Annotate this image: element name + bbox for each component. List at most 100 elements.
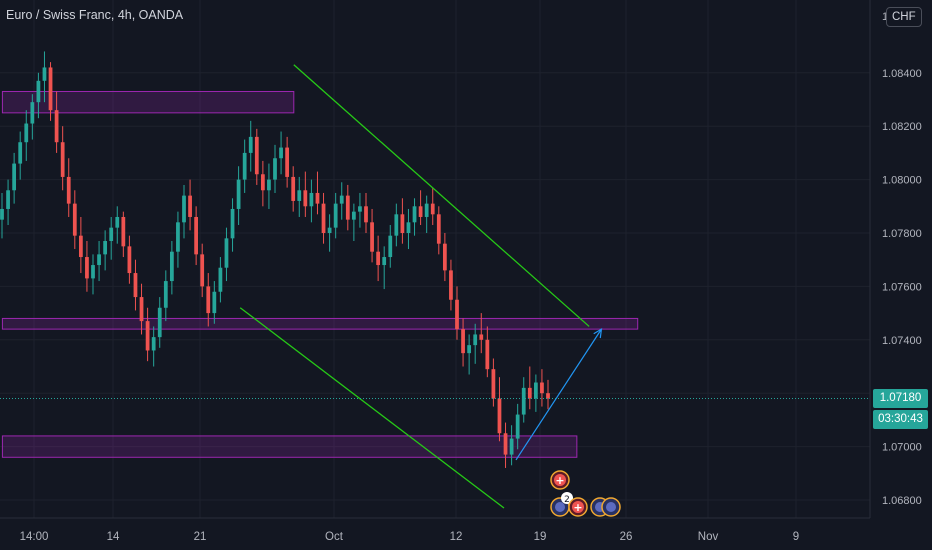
candle-body	[491, 369, 496, 399]
candle-body	[139, 297, 144, 322]
news-event-icon[interactable]: +	[568, 497, 588, 517]
candle-body	[145, 321, 150, 351]
candle-body	[60, 142, 65, 177]
candle-body	[18, 142, 23, 164]
time-tick-label: 19	[534, 531, 547, 543]
candle-body	[194, 216, 199, 255]
candle-body	[333, 203, 338, 228]
candle-body	[400, 214, 405, 233]
currency-badge[interactable]: CHF	[886, 7, 922, 27]
time-tick-label: 9	[793, 531, 799, 543]
candle-body	[455, 299, 459, 330]
candle-body	[430, 203, 435, 215]
candle-body	[78, 235, 83, 258]
candle-body	[273, 158, 277, 180]
candle-body	[327, 227, 332, 233]
candle-body	[24, 123, 29, 143]
candle-body	[521, 387, 526, 415]
candle-body	[461, 329, 465, 354]
candle-body	[206, 286, 211, 314]
candle-body	[412, 206, 417, 223]
candle-body	[6, 190, 10, 209]
price-axis-panel[interactable]	[870, 0, 932, 518]
event-markers[interactable]: + 2 +	[550, 470, 621, 517]
candle-body	[12, 163, 17, 191]
candle-body	[351, 211, 356, 220]
time-axis-panel[interactable]	[0, 518, 932, 550]
candle-body	[188, 195, 192, 217]
time-tick-label: Nov	[698, 531, 719, 543]
news-event-icon[interactable]: +	[550, 470, 570, 490]
time-tick-label: 26	[620, 531, 633, 543]
price-tick-label: 1.08400	[882, 68, 922, 80]
price-tick-label: 1	[882, 11, 888, 23]
candle-body	[169, 251, 174, 282]
candle-body	[224, 238, 229, 268]
candle-body	[279, 147, 283, 159]
price-tick-label: 1.06800	[882, 495, 922, 507]
candle-body	[370, 222, 374, 252]
candle-body	[449, 270, 453, 300]
candle-body	[260, 174, 265, 191]
candle-body	[546, 393, 550, 399]
svg-text:2: 2	[564, 495, 570, 505]
candle-body	[212, 291, 217, 314]
time-tick-label: Oct	[325, 531, 344, 543]
time-tick-label: 14	[107, 531, 120, 543]
candle-body	[406, 222, 411, 233]
candle-body	[97, 254, 101, 266]
channel-trendline	[239, 307, 505, 509]
symbol-title[interactable]: Euro / Swiss Franc, 4h, OANDA	[6, 8, 184, 22]
svg-text:+: +	[555, 474, 564, 487]
projection-arrow-line	[515, 328, 602, 461]
price-tick-label: 1.07600	[882, 281, 922, 293]
last-price-label: 1.07180	[873, 388, 928, 408]
candle-body	[163, 281, 168, 308]
event-count-badge[interactable]: 2	[561, 492, 573, 505]
price-zone	[1, 90, 295, 114]
candle-body	[103, 241, 108, 255]
time-tick-label: 21	[194, 531, 207, 543]
candle-body	[394, 214, 399, 236]
candle-body	[303, 190, 308, 207]
projection-arrow-head	[593, 327, 603, 339]
candle-body	[309, 192, 314, 207]
candle-body	[182, 195, 186, 223]
price-zone	[1, 317, 639, 330]
candle-body	[218, 267, 223, 292]
svg-text:+: +	[573, 501, 582, 514]
candle-body	[479, 334, 484, 340]
candle-body	[254, 136, 259, 175]
candle-body	[540, 382, 544, 394]
candle-body	[503, 433, 508, 455]
candle-body	[297, 190, 302, 201]
candle-body	[267, 179, 271, 191]
candle-body	[345, 195, 350, 220]
candle-body	[527, 387, 532, 399]
candle-body	[467, 345, 472, 354]
candle-body	[358, 206, 362, 212]
candle-body	[36, 80, 41, 103]
price-tick-label: 1.07400	[882, 335, 922, 347]
candle-body	[54, 110, 59, 143]
candle-body	[230, 208, 235, 239]
candle-body	[388, 235, 393, 258]
supply-demand-zones	[1, 90, 639, 458]
candle-body	[509, 438, 514, 455]
candle-body	[0, 208, 4, 220]
candle-body	[133, 273, 138, 298]
candle-body	[515, 414, 520, 439]
candle-body	[157, 307, 162, 338]
candle-body	[382, 257, 387, 266]
candle-body	[248, 136, 253, 153]
price-zone	[1, 435, 578, 458]
candle-body	[442, 243, 447, 271]
candle-body	[48, 67, 53, 111]
candle-body	[176, 222, 180, 252]
news-event-icon[interactable]	[601, 497, 621, 517]
candle-body	[127, 246, 132, 274]
candle-body	[109, 227, 114, 242]
candle-body	[436, 214, 441, 244]
candle-body	[236, 179, 241, 209]
